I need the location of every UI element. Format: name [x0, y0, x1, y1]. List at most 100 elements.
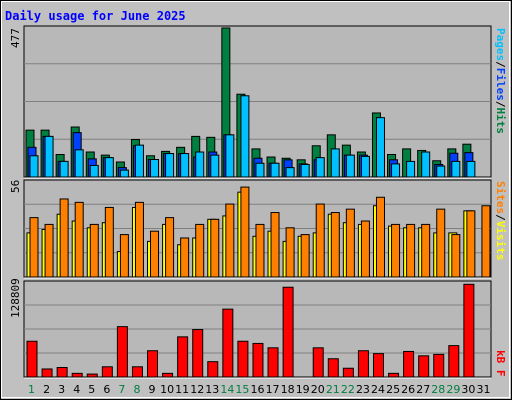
- legend-pages: Pages: [494, 28, 507, 61]
- pages-bar: [436, 165, 446, 178]
- sites-bar: [119, 234, 129, 278]
- day-label: 22: [341, 383, 355, 396]
- sites-bar: [300, 234, 310, 278]
- sites-bar: [285, 227, 295, 278]
- day-label: 1: [28, 383, 35, 396]
- sites-bar: [436, 208, 446, 278]
- kbytes-bar: [101, 366, 113, 378]
- pages-bar: [134, 144, 144, 178]
- sites-bar: [225, 203, 235, 278]
- kbytes-bar: [162, 372, 174, 378]
- pages-bar: [44, 135, 54, 178]
- kbytes-bar: [71, 372, 83, 378]
- panel1-ymax-label: 477: [9, 28, 22, 48]
- kbytes-bar: [147, 350, 159, 378]
- day-label: 30: [461, 383, 475, 396]
- day-label: 24: [371, 383, 385, 396]
- kbytes-bar: [463, 283, 475, 378]
- panel1-legend: Pages/Files/Hits: [494, 28, 507, 134]
- day-label: 2: [43, 383, 50, 396]
- kbytes-bar: [282, 286, 294, 378]
- sites-bar: [210, 218, 220, 278]
- day-label: 4: [73, 383, 80, 396]
- sites-bar: [481, 205, 491, 278]
- sites-bar: [421, 223, 431, 278]
- chart-title: Daily usage for June 2025: [5, 9, 186, 23]
- sites-bar: [195, 223, 205, 278]
- sites-bar: [375, 196, 385, 278]
- sites-bar: [270, 212, 280, 278]
- day-label: 19: [296, 383, 310, 396]
- kbytes-bar: [372, 353, 384, 378]
- sites-bar: [255, 223, 265, 278]
- kbytes-bar: [433, 353, 445, 378]
- pages-bar: [421, 151, 431, 178]
- sites-bar: [180, 237, 190, 278]
- kbytes-bar: [357, 350, 369, 378]
- pages-bar: [285, 167, 295, 178]
- day-label: 14: [220, 383, 234, 396]
- sites-bar: [466, 210, 476, 278]
- sites-bar: [89, 223, 99, 278]
- legend-separator: /: [494, 101, 507, 108]
- kbytes-bar: [56, 367, 68, 378]
- day-label: 9: [149, 383, 156, 396]
- day-label: 10: [160, 383, 174, 396]
- kbytes-bar: [448, 345, 460, 378]
- legend-kbytes: kB F: [494, 350, 507, 377]
- sites-bar: [29, 217, 39, 278]
- day-label: 11: [175, 383, 189, 396]
- pages-bar: [180, 153, 190, 178]
- legend-hits: Hits: [494, 108, 507, 135]
- day-label: 23: [356, 383, 370, 396]
- pages-bar: [119, 169, 129, 178]
- legend-sites: Sites: [494, 181, 507, 214]
- pages-bar: [225, 134, 235, 178]
- pages-bar: [330, 148, 340, 178]
- kbytes-bar: [222, 308, 234, 378]
- kbytes-bar: [267, 347, 279, 378]
- day-label: 20: [311, 383, 325, 396]
- day-label: 17: [266, 383, 280, 396]
- pages-bar: [315, 157, 325, 178]
- sites-bar: [150, 230, 160, 278]
- pages-bar: [270, 162, 280, 178]
- kbytes-bar: [207, 361, 219, 378]
- panel3-legend: kB F: [494, 350, 507, 377]
- pages-bar: [300, 164, 310, 178]
- pages-bar: [406, 160, 416, 178]
- day-label: 8: [133, 383, 140, 396]
- kbytes-bar: [403, 350, 415, 378]
- kbytes-bar: [342, 367, 354, 378]
- visits-sites-panel: [23, 179, 492, 279]
- day-label: 7: [118, 383, 125, 396]
- sites-bar: [330, 212, 340, 278]
- kbytes-bar: [177, 336, 189, 378]
- legend-separator: /: [494, 214, 507, 221]
- panel2-ymax-label: 56: [9, 180, 22, 193]
- pages-bar: [74, 149, 84, 178]
- sites-bar: [134, 201, 144, 278]
- pages-bar: [29, 155, 39, 178]
- pages-bar: [165, 153, 175, 178]
- day-label: 3: [58, 383, 65, 396]
- sites-bar: [240, 186, 250, 278]
- kbytes-bar: [388, 372, 400, 378]
- pages-bar: [466, 160, 476, 178]
- sites-bar: [59, 198, 69, 278]
- pages-bar: [451, 160, 461, 178]
- sites-bar: [44, 223, 54, 278]
- legend-visits: Visits: [494, 221, 507, 261]
- day-label: 5: [88, 383, 95, 396]
- kbytes-bar: [312, 347, 324, 378]
- pages-bar: [104, 157, 114, 178]
- hits-files-pages-panel: [23, 25, 492, 179]
- legend-files: Files: [494, 68, 507, 101]
- sites-bar: [104, 206, 114, 278]
- day-label: 31: [476, 383, 490, 396]
- pages-bar: [255, 162, 265, 178]
- day-label: 21: [326, 383, 340, 396]
- pages-bar: [210, 154, 220, 178]
